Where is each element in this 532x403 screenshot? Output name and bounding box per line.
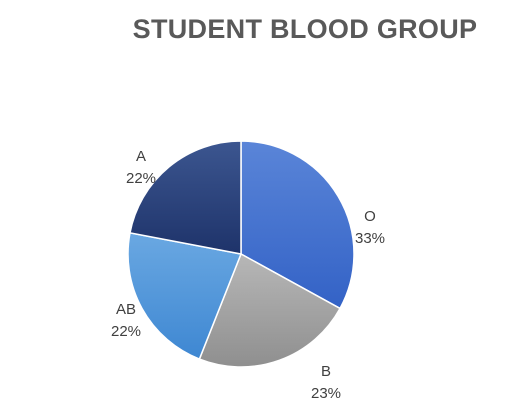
slice-percent-ab: 22%: [111, 323, 141, 340]
pie-slice-o: [240, 140, 355, 310]
pie-slice-b: [198, 252, 342, 368]
chart-title: STUDENT BLOOD GROUP: [132, 14, 478, 44]
pie-slice-ab: [127, 231, 243, 361]
slice-percent-b: 23%: [311, 385, 341, 402]
pie-slice-a: [129, 140, 242, 255]
slice-label-ab: AB: [116, 301, 136, 318]
slice-label-a: A: [136, 148, 146, 165]
slice-label-b: B: [321, 363, 331, 380]
slice-percent-o: 33%: [355, 230, 385, 247]
slice-percent-a: 22%: [126, 170, 156, 187]
slice-label-o: O: [364, 208, 376, 225]
